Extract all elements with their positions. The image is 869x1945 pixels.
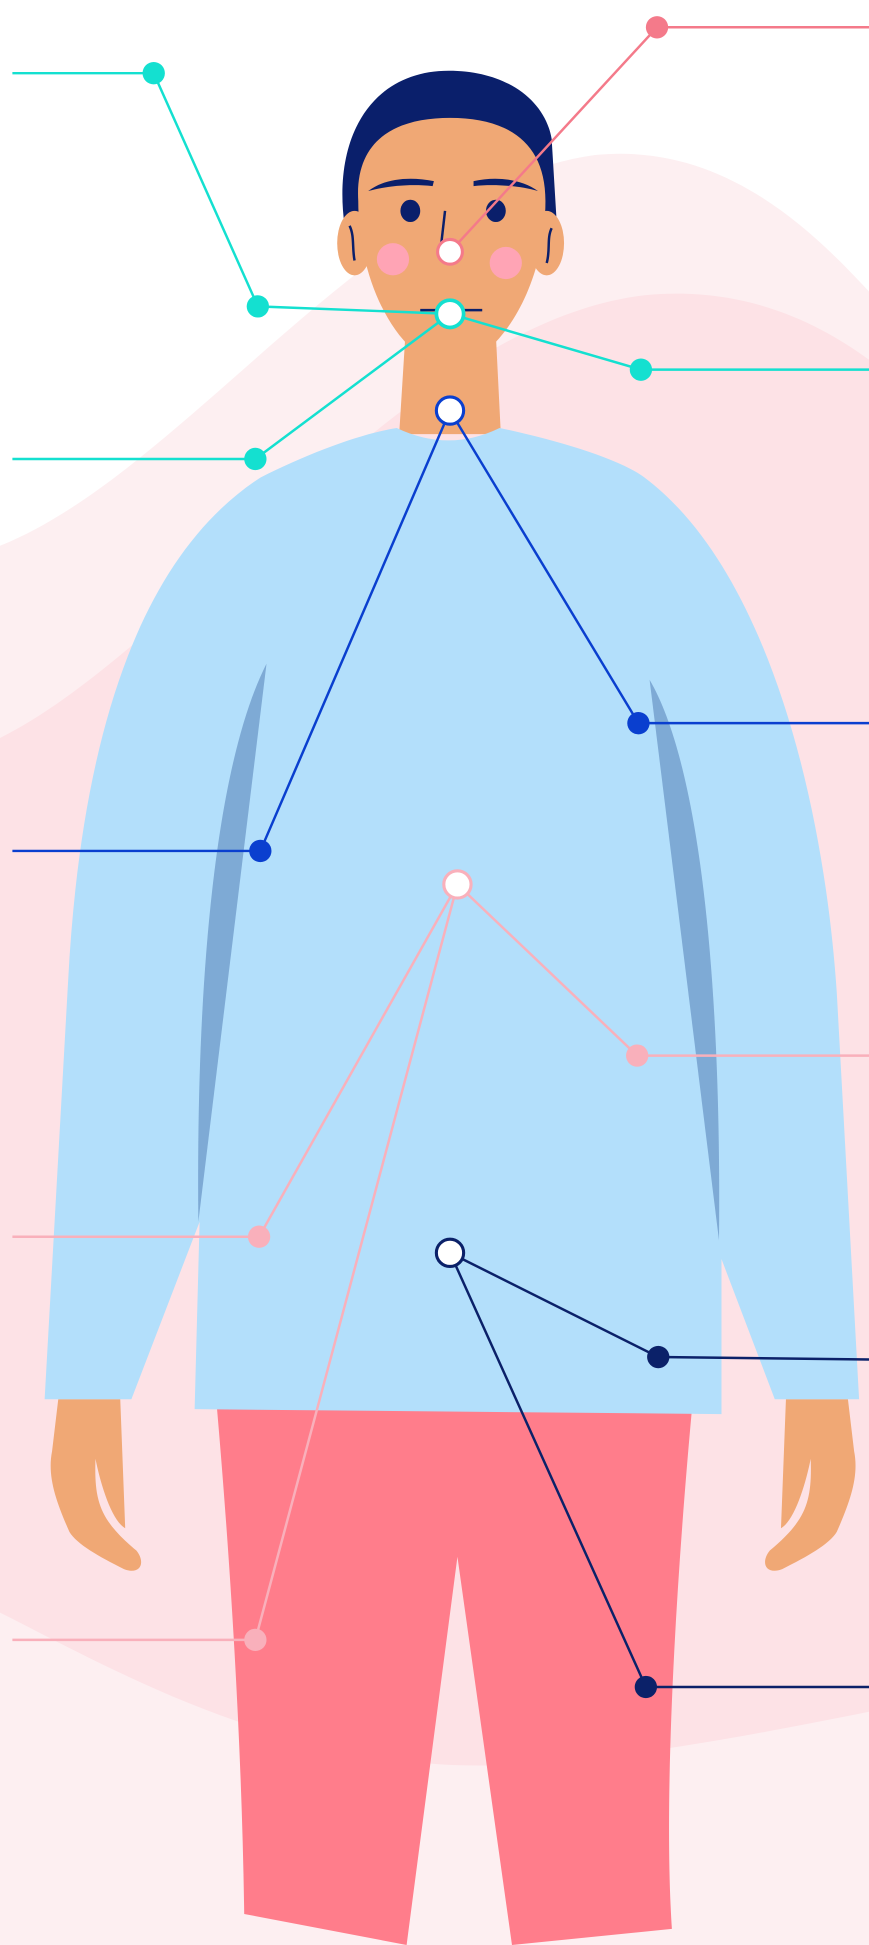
hub: [436, 397, 463, 424]
dot: [630, 358, 652, 380]
hub: [436, 1239, 463, 1266]
eye: [400, 200, 420, 222]
page: {} html, body { margin: 0; padding: 0; w…: [0, 0, 869, 1945]
hub: [438, 239, 463, 264]
cheek: [377, 243, 409, 275]
dot: [247, 295, 269, 317]
dot: [244, 1629, 266, 1651]
cheek: [490, 247, 522, 279]
dot: [635, 1676, 657, 1698]
dot: [647, 1346, 669, 1368]
dot: [143, 62, 165, 84]
dot: [249, 840, 271, 862]
hub: [436, 300, 463, 327]
hub: [444, 871, 471, 898]
dot: [627, 712, 649, 734]
dot: [626, 1044, 648, 1066]
dot: [244, 448, 266, 470]
page-body: (() => { const data = JSON.parse(documen…: [0, 0, 869, 1945]
dot: [646, 16, 668, 38]
dot: [248, 1226, 270, 1248]
illustration: [0, 0, 869, 1945]
